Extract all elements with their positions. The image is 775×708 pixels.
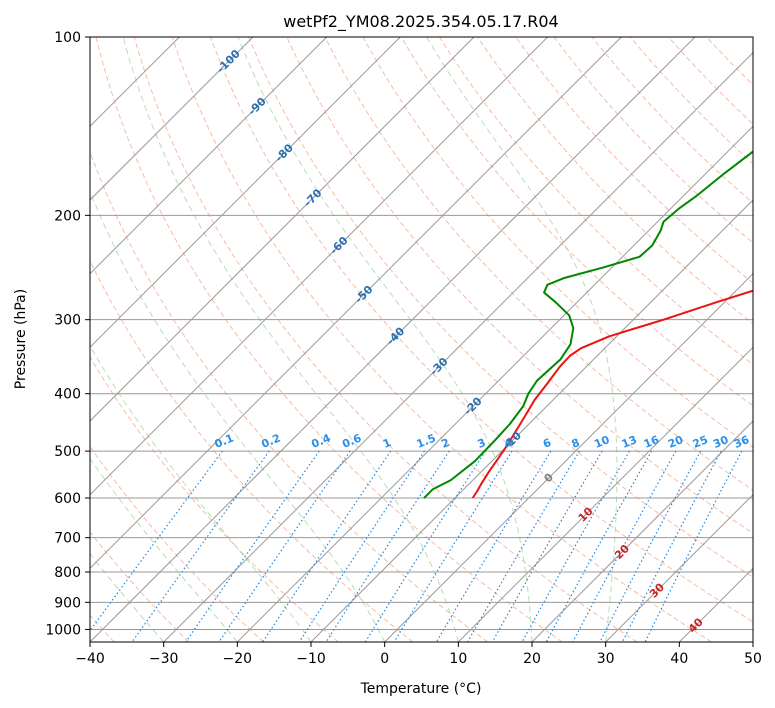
x-tick-label-20: −20	[223, 651, 253, 667]
y-tick-label-300: 300	[54, 313, 81, 329]
mixing-ratio-line	[218, 450, 351, 642]
mixing-ratio-label-36: 36	[732, 433, 751, 451]
mixing-ratio-line	[521, 450, 631, 642]
mixing-ratio-line	[185, 450, 320, 642]
dry-adiabat-line	[90, 150, 488, 642]
x-tick-label-50: 50	[744, 651, 762, 667]
y-tick-label-400: 400	[54, 387, 81, 403]
isotherm-line	[236, 125, 753, 642]
mixing-ratio-label-3: 3	[476, 436, 488, 451]
dry-adiabat-line	[90, 356, 339, 642]
x-tick-label-0: 0	[380, 651, 389, 667]
dry-adiabat-line	[439, 37, 753, 366]
x-tick-label-20: 20	[523, 651, 541, 667]
mixing-ratio-label-30: 30	[711, 433, 730, 451]
x-tick-label-40: 40	[670, 651, 688, 667]
plot-frame	[89, 36, 754, 643]
mixing-ratio-label-13: 13	[620, 433, 639, 451]
x-tick-label-30: −30	[149, 651, 179, 667]
dry-adiabat-line	[210, 37, 753, 623]
mixing-ratio-line	[131, 450, 270, 642]
dry-adiabat-line	[400, 37, 753, 407]
mixing-ratio-label-20: 20	[666, 433, 685, 451]
dry-adiabat-line	[591, 37, 753, 204]
x-axis-title: Temperature (°C)	[360, 681, 482, 697]
temperature-profile-line	[471, 289, 753, 499]
y-tick-label-500: 500	[54, 444, 81, 460]
moist-adiabat-line	[90, 457, 238, 642]
dry-adiabat-line	[248, 37, 753, 578]
mixing-ratio-label-25: 25	[691, 433, 710, 451]
isotherm-line	[310, 199, 753, 642]
dry-adiabat-line	[286, 37, 753, 534]
isotherm-line	[457, 346, 753, 642]
mixing-ratio-line	[364, 450, 486, 642]
y-tick-label-100: 100	[54, 30, 81, 46]
isotherm-line	[90, 37, 622, 570]
mixing-ratio-label-16: 16	[642, 433, 661, 451]
isotherm-line	[531, 420, 753, 642]
dry-adiabat-line	[133, 37, 638, 642]
dewpoint-profile-line	[423, 150, 753, 499]
x-tick-label-30: 30	[597, 651, 615, 667]
dry-adiabat-line	[324, 37, 753, 491]
y-tick-label-900: 900	[54, 595, 81, 611]
mixing-ratio-line	[572, 450, 677, 642]
chart-title: wetPf2_YM08.2025.354.05.17.R04	[283, 12, 558, 32]
isotherm-line	[90, 37, 401, 349]
mixing-ratio-label-1: 1	[381, 436, 393, 451]
isotherm-line	[90, 37, 254, 201]
isotherm-line	[90, 37, 475, 422]
axes: −40 −30 −20 −10 0 10 20 30 40 50 100 200 300 400 500 60…	[45, 30, 762, 667]
mixing-ratio-line	[621, 450, 722, 642]
mixing-ratio-line	[435, 450, 552, 642]
dry-adiabat-line	[553, 37, 753, 244]
mixing-ratio-label-2: 2	[439, 436, 451, 451]
isotherm-line	[90, 37, 696, 642]
isotherm-line	[384, 272, 753, 642]
y-tick-label-800: 800	[54, 565, 81, 581]
dry-adiabat-line	[90, 259, 414, 642]
mixing-ratio-line	[491, 450, 603, 642]
y-tick-label-600: 600	[54, 491, 81, 507]
isotherm-line	[90, 37, 549, 496]
y-tick-label-1000: 1000	[45, 622, 81, 638]
dry-adiabat-line	[171, 37, 712, 642]
moist-adiabat-line	[90, 190, 386, 642]
moist-adiabat-line	[122, 37, 459, 642]
isotherm-line	[605, 493, 753, 642]
y-tick-label-200: 200	[54, 208, 81, 224]
x-tick-label-40: −40	[75, 651, 105, 667]
mixing-ratio-line	[545, 450, 653, 642]
data-layer	[423, 150, 753, 499]
mixing-ratio-label-10: 10	[592, 433, 611, 451]
mixing-ratio-line	[393, 450, 513, 642]
grid-layer	[90, 37, 753, 642]
mixing-ratio-line	[599, 450, 702, 642]
x-tick-label-10: 10	[449, 651, 467, 667]
moist-adiabat-line	[237, 37, 533, 642]
mixing-ratio-line	[466, 450, 580, 642]
x-tick-label-10: −10	[296, 651, 326, 667]
mixing-ratio-label-8: 8	[570, 436, 582, 451]
isotherm-line	[163, 51, 753, 642]
isotherm-line	[90, 37, 328, 275]
dry-adiabat-line	[90, 531, 190, 642]
dry-adiabat-line	[477, 37, 753, 325]
dry-adiabat-line	[95, 37, 563, 642]
y-axis-title: Pressure (hPa)	[13, 289, 29, 389]
y-tick-label-700: 700	[54, 531, 81, 547]
